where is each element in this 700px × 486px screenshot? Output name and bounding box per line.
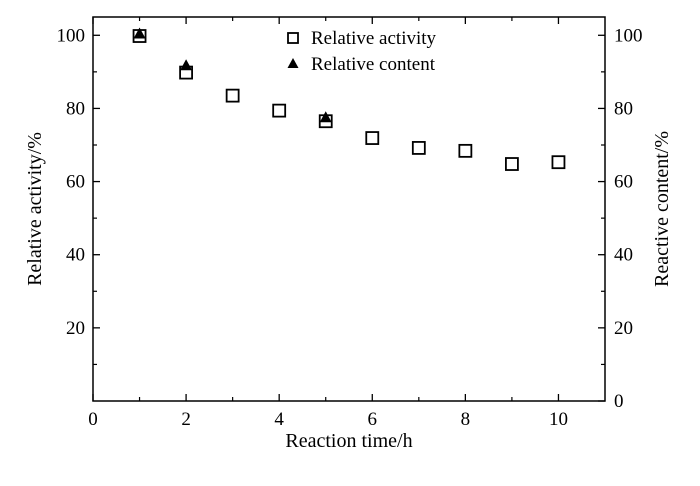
left-y-tick-label: 20 <box>66 318 85 339</box>
x-tick-label: 10 <box>549 409 568 430</box>
relative-activity-point <box>225 88 240 103</box>
relative-activity-point <box>272 103 287 118</box>
right-y-tick-label: 0 <box>614 391 624 412</box>
relative-content-point <box>133 27 146 39</box>
relative-activity-point <box>551 155 566 170</box>
relative-activity-point <box>365 131 380 145</box>
relative-activity-point <box>505 157 519 171</box>
left-y-axis-title: Relative activity/% <box>24 132 46 286</box>
x-axis-title: Reaction time/h <box>285 430 412 452</box>
right-y-tick-label: 40 <box>614 245 633 266</box>
series-layer <box>132 27 566 171</box>
left-y-axis-ticks: 20 40 60 80 100 <box>57 25 100 366</box>
x-tick-label: 8 <box>461 409 471 430</box>
relative-activity-point <box>411 141 426 155</box>
relative-content-point <box>319 111 332 123</box>
legend: Relative activity Relative content <box>287 28 437 75</box>
legend-label-relative-content: Relative content <box>311 54 436 75</box>
left-y-tick-label: 100 <box>57 25 86 46</box>
x-tick-label: 4 <box>274 409 284 430</box>
legend-marker-relative-content <box>287 58 299 68</box>
right-y-tick-label: 60 <box>614 172 633 193</box>
left-y-tick-label: 60 <box>66 172 85 193</box>
x-tick-label: 2 <box>181 409 191 430</box>
relative-content-point <box>180 59 193 71</box>
right-y-axis-ticks: 0 20 40 60 80 100 <box>598 25 643 412</box>
relative-activity-point <box>458 143 473 158</box>
right-y-axis-title: Reactive content/% <box>651 131 673 287</box>
right-y-tick-label: 100 <box>614 25 643 46</box>
left-y-tick-label: 40 <box>66 245 85 266</box>
legend-marker-relative-activity <box>287 32 299 44</box>
right-y-tick-label: 20 <box>614 318 633 339</box>
x-tick-label: 6 <box>368 409 378 430</box>
right-y-tick-label: 80 <box>614 98 633 119</box>
x-axis-ticks: 0 2 4 6 8 10 <box>88 17 568 430</box>
legend-label-relative-activity: Relative activity <box>311 28 437 49</box>
x-tick-label: 0 <box>88 409 98 430</box>
left-y-tick-label: 80 <box>66 98 85 119</box>
plot-frame <box>92 16 606 402</box>
